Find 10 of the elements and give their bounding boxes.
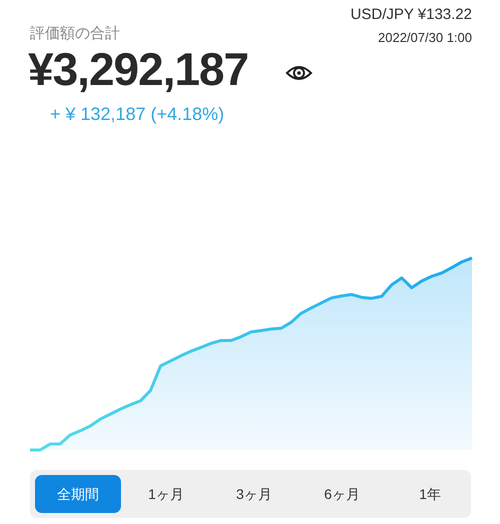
text: + ¥ 132,187 (+4.18%) [50,104,224,125]
chart-title: 評価額の合計 [30,24,120,43]
chart-subtitle: ¥3,292,187 [28,42,248,96]
text: 1年 [418,485,442,504]
text: 6ヶ月 [323,485,361,504]
text: USD/JPY ¥133.22 [350,6,472,23]
text: 3ヶ月 [235,485,273,504]
text: 1ヶ月 [147,485,185,504]
text: 全期間 [35,475,121,513]
text: 2022/07/30 1:00 [378,30,472,45]
